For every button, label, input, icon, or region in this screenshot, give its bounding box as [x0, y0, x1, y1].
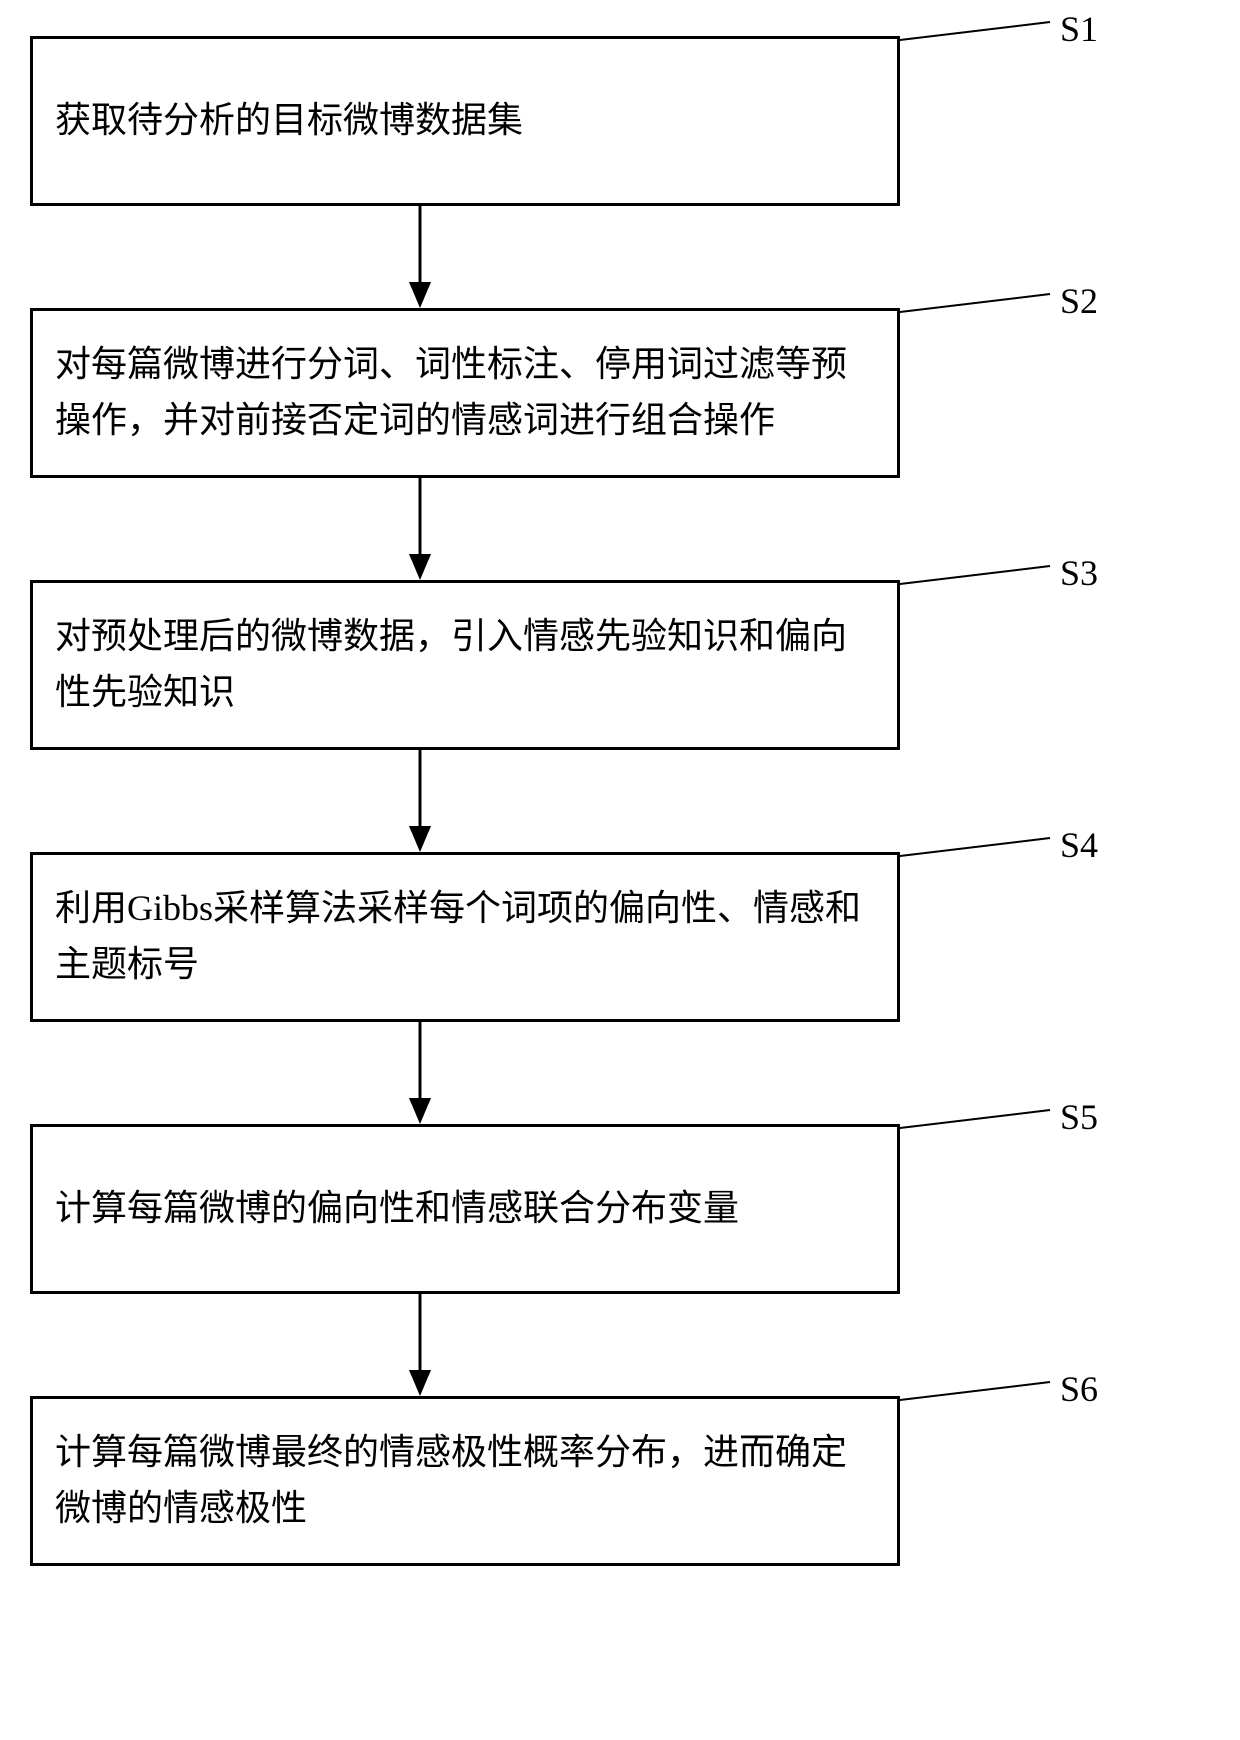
flowchart-node-s3: 对预处理后的微博数据，引入情感先验知识和偏向性先验知识	[30, 580, 900, 750]
flowchart-node-text: 对每篇微博进行分词、词性标注、停用词过滤等预操作，并对前接否定词的情感词进行组合…	[55, 337, 875, 449]
flowchart-node-s4: 利用Gibbs采样算法采样每个词项的偏向性、情感和主题标号	[30, 852, 900, 1022]
step-label-s1: S1	[1060, 8, 1098, 50]
step-label-s4: S4	[1060, 824, 1098, 866]
flowchart-canvas: 获取待分析的目标微博数据集 S1 对每篇微博进行分词、词性标注、停用词过滤等预操作，…	[0, 0, 1240, 1740]
flowchart-node-text: 对预处理后的微博数据，引入情感先验知识和偏向性先验知识	[55, 609, 875, 721]
step-label-s5: S5	[1060, 1096, 1098, 1138]
flowchart-node-s1: 获取待分析的目标微博数据集	[30, 36, 900, 206]
step-label-s6: S6	[1060, 1368, 1098, 1410]
step-label-s2: S2	[1060, 280, 1098, 322]
flowchart-node-s5: 计算每篇微博的偏向性和情感联合分布变量	[30, 1124, 900, 1294]
flowchart-node-text: 计算每篇微博最终的情感极性概率分布，进而确定微博的情感极性	[55, 1425, 875, 1537]
flowchart-node-text: 利用Gibbs采样算法采样每个词项的偏向性、情感和主题标号	[55, 881, 875, 993]
flowchart-node-text: 获取待分析的目标微博数据集	[55, 93, 523, 149]
step-label-s3: S3	[1060, 552, 1098, 594]
flowchart-node-s2: 对每篇微博进行分词、词性标注、停用词过滤等预操作，并对前接否定词的情感词进行组合…	[30, 308, 900, 478]
flowchart-node-text: 计算每篇微博的偏向性和情感联合分布变量	[55, 1181, 739, 1237]
flowchart-node-s6: 计算每篇微博最终的情感极性概率分布，进而确定微博的情感极性	[30, 1396, 900, 1566]
